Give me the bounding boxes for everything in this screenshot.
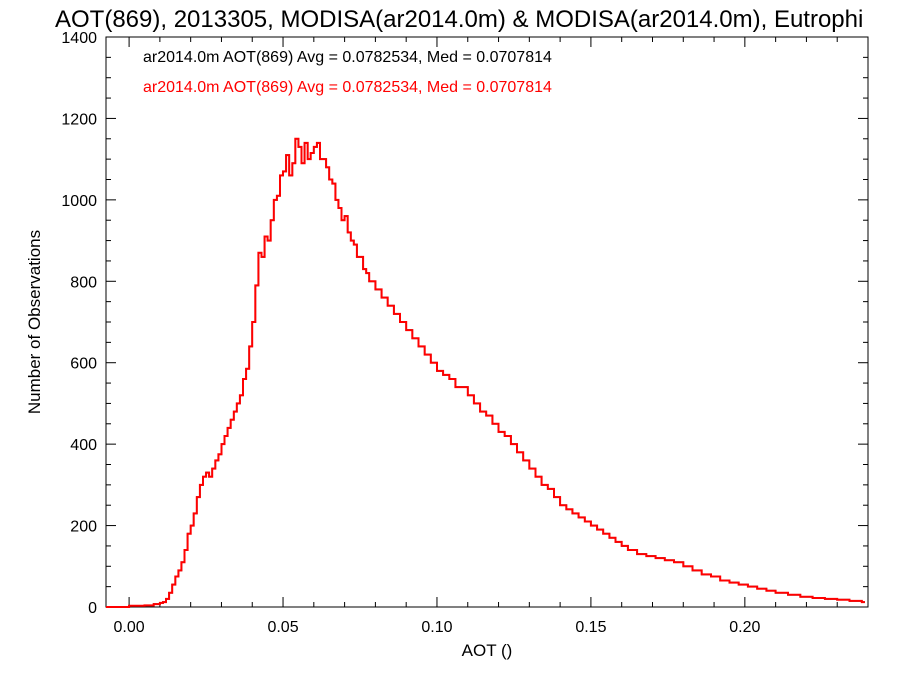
y-tick-label: 1000 (61, 193, 97, 210)
y-tick-label: 400 (70, 437, 97, 454)
chart-title: AOT(869), 2013305, MODISA(ar2014.0m) & M… (55, 6, 863, 33)
y-axis-label: Number of Observations (25, 230, 44, 414)
y-tick-label: 1400 (61, 30, 97, 47)
y-tick-label: 800 (70, 274, 97, 291)
x-axis-ticks: 0.00 0.05 0.10 0.15 0.20 (114, 37, 838, 636)
y-tick-label: 1200 (61, 111, 97, 128)
plot-frame (105, 36, 869, 608)
x-tick-label: 0.05 (267, 619, 298, 636)
x-axis-label: AOT () (462, 641, 513, 660)
y-axis-ticks: 0 200 400 600 800 1000 1200 1400 (61, 30, 868, 617)
histogram-series-black (106, 138, 865, 608)
x-tick-label: 0.10 (421, 619, 452, 636)
histogram-series-red (106, 137, 865, 608)
y-tick-label: 0 (88, 600, 97, 617)
y-tick-label: 600 (70, 356, 97, 373)
legend-entry-red: ar2014.0m AOT(869) Avg = 0.0782534, Med … (143, 79, 552, 96)
x-tick-label: 0.20 (729, 619, 760, 636)
legend-entry-black: ar2014.0m AOT(869) Avg = 0.0782534, Med … (143, 49, 552, 66)
x-tick-label: 0.15 (575, 619, 606, 636)
y-tick-label: 200 (70, 519, 97, 536)
x-tick-label: 0.00 (114, 619, 145, 636)
